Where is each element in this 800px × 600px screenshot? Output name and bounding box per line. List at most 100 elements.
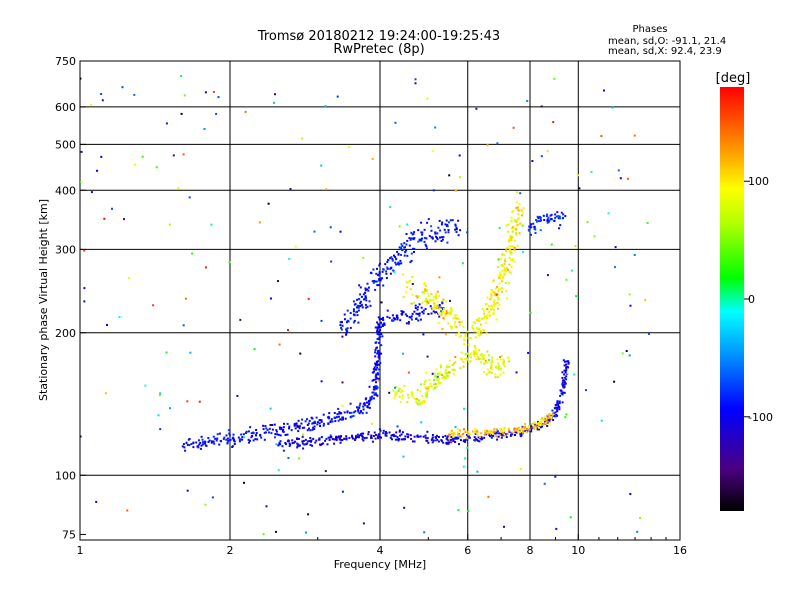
scatter-point [365,411,368,414]
scatter-point [339,436,342,439]
scatter-point [465,357,468,360]
scatter-point [423,240,426,243]
scatter-point [365,397,368,400]
scatter-point [373,280,376,282]
scatter-point [439,236,441,239]
scatter-point [352,308,355,311]
scatter-point [550,417,553,420]
scatter-point [431,150,434,153]
scatter-point [315,439,318,442]
scatter-point [414,82,417,85]
scatter-point [420,421,423,424]
scatter-point [427,313,430,315]
scatter-point [212,435,215,438]
scatter-point [563,383,566,386]
scatter-point [560,211,563,214]
scatter-point [343,411,346,414]
scatter-point [497,297,500,300]
scatter-point [398,430,401,433]
scatter-point [435,385,438,388]
scatter-point [385,270,388,273]
scatter-point [291,439,294,442]
scatter-point [533,421,536,424]
scatter-point [90,191,93,194]
scatter-point [357,408,360,411]
scatter-point [462,465,465,468]
scatter-point [241,438,244,441]
scatter-point [430,225,433,228]
scatter-point [123,218,125,221]
scatter-point [432,439,435,442]
scatter-point [202,441,205,444]
scatter-point [352,310,355,313]
scatter-point [158,394,161,397]
scatter-point [371,395,374,398]
scatter-point [547,216,550,219]
scatter-point [491,434,494,437]
scatter-point [374,355,377,358]
scatter-point [233,439,236,442]
scatter-point [278,343,281,346]
scatter-point [423,299,426,302]
scatter-point [317,438,320,441]
scatter-point [558,408,561,411]
scatter-point [344,417,347,420]
scatter-point [354,410,357,413]
scatter-point [485,373,488,376]
scatter-point [466,437,468,440]
scatter-point [433,296,435,299]
scatter-point [401,245,404,247]
scatter-point [480,353,483,356]
scatter-point [330,436,333,439]
scatter-point [510,433,513,436]
scatter-point [557,403,559,406]
scatter-point [511,245,514,248]
scatter-point [279,440,282,443]
scatter-point [269,407,272,410]
scatter-point [556,400,559,403]
scatter-point [361,306,364,309]
scatter-point [454,223,457,226]
scatter-point [500,430,503,433]
scatter-point [288,445,291,447]
scatter-point [513,239,516,242]
scatter-point [186,489,189,492]
scatter-point [336,95,339,98]
scatter-point [380,344,383,347]
scatter-point [298,457,300,460]
scatter-point [415,399,418,402]
scatter-point [493,304,496,307]
scatter-point [200,435,203,438]
scatter-point [548,421,551,424]
scatter-point [428,379,431,382]
scatter-point [501,265,504,267]
scatter-point [358,404,361,407]
scatter-point [476,319,478,322]
scatter-point [417,229,420,232]
scatter-point [413,237,416,239]
scatter-point [519,430,521,433]
scatter-point [433,308,436,311]
scatter-point [522,430,525,433]
scatter-point [508,270,511,273]
scatter-point [348,146,351,148]
scatter-point [369,397,372,399]
scatter-point [118,316,121,318]
scatter-point [301,435,304,438]
scatter-point [341,321,343,324]
scatter-point [301,440,304,443]
scatter-point [362,402,365,405]
scatter-point [515,231,518,234]
scatter-point [460,357,463,360]
scatter-point [562,379,565,382]
scatter-point [328,417,331,420]
scatter-point [508,250,511,253]
scatter-point [521,224,524,227]
scatter-point [277,433,280,436]
scatter-point [199,441,202,444]
scatter-point [516,206,519,209]
scatter-point [479,437,482,440]
scatter-point [407,436,410,439]
scatter-point [444,231,447,234]
y-tick-label: 600 [55,101,76,114]
